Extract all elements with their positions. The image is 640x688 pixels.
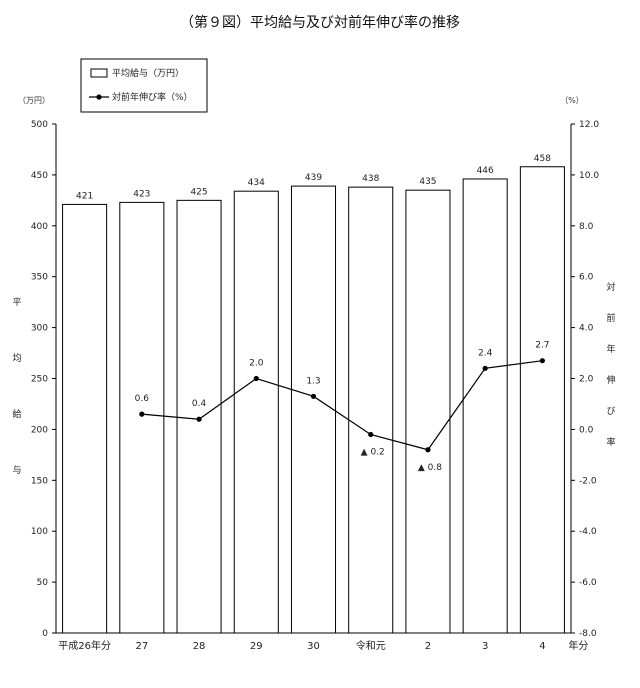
bar (290, 185, 337, 634)
y-right-label-char: 伸 (606, 374, 615, 386)
bar (348, 186, 394, 634)
x-tick-label: 平成26年分 (58, 639, 111, 652)
y-right-tick-label: 8.0 (579, 222, 594, 232)
y-right-tick-label: 12.0 (579, 120, 599, 130)
legend-line-marker (96, 94, 102, 100)
legend-box (80, 58, 208, 113)
bar-value-label: 438 (362, 174, 379, 184)
y-left-tick-label: 150 (31, 476, 48, 486)
bar (405, 189, 451, 634)
y-left-tick-label: 50 (37, 578, 49, 588)
bar (462, 178, 508, 634)
y-left-tick-label: 400 (31, 222, 48, 232)
growth-line (141, 360, 543, 451)
x-axis-suffix: 年分 (568, 639, 588, 652)
growth-point (368, 431, 374, 438)
y-right-label-char: 率 (606, 436, 615, 448)
bar-value-label: 425 (190, 187, 207, 197)
x-tick-label: 28 (193, 641, 206, 652)
y-right-tick-label: 10.0 (579, 171, 599, 181)
y-left-label-char: 給 (12, 408, 21, 420)
x-tick-label: 4 (539, 641, 545, 652)
bar (119, 201, 165, 634)
y-right-tick-label: 6.0 (579, 273, 594, 283)
y-right-tick-label: 2.0 (579, 375, 594, 385)
growth-point (139, 411, 145, 417)
growth-point (482, 365, 488, 371)
y-left-unit: （万円） (18, 96, 50, 105)
y-left-tick-label: 300 (31, 324, 48, 334)
growth-point (196, 416, 202, 422)
growth-point (425, 447, 431, 453)
y-right-unit: （%） (560, 96, 584, 105)
y-left-tick-label: 250 (31, 375, 48, 385)
growth-point (310, 393, 317, 399)
bar (233, 190, 279, 634)
y-right-label-char: 対 (606, 281, 615, 293)
growth-value-label: 0.4 (192, 399, 207, 409)
bar-value-label: 439 (305, 173, 322, 183)
legend-bar-label: 平均給与（万円） (112, 67, 184, 79)
x-tick-label: 29 (250, 641, 263, 652)
y-left-label-char: 平 (12, 297, 21, 308)
y-right-label-char: 前 (606, 312, 615, 324)
y-left-tick-label: 100 (31, 527, 48, 537)
growth-value-label: 1.3 (306, 376, 320, 386)
y-left-tick-label: 450 (31, 171, 48, 181)
growth-value-label: 0.6 (135, 394, 150, 404)
x-tick-label: 令和元 (356, 639, 386, 652)
bar (519, 166, 565, 634)
growth-value-label: ▲ 0.2 (361, 447, 385, 457)
y-right-tick-label: 4.0 (579, 324, 594, 334)
bar-value-label: 423 (133, 189, 150, 199)
y-left-tick-label: 500 (31, 120, 48, 130)
y-right-tick-label: 0.0 (579, 425, 594, 435)
bar-value-label: 446 (477, 166, 494, 176)
y-right-tick-label: -2.0 (579, 476, 597, 486)
y-right-label-char: 年 (606, 343, 615, 355)
y-left-tick-label: 0 (42, 629, 48, 639)
bar-value-label: 435 (419, 177, 436, 187)
growth-value-label: 2.7 (535, 341, 549, 351)
legend-bar-swatch (90, 68, 108, 78)
growth-point (253, 375, 259, 382)
x-tick-label: 27 (135, 641, 148, 652)
bar-value-label: 434 (248, 178, 265, 188)
x-tick-label: 2 (425, 641, 431, 652)
growth-value-label: 2.4 (478, 348, 493, 358)
y-left-tick-label: 350 (31, 273, 48, 283)
y-left-label-char: 与 (12, 465, 21, 476)
y-right-tick-label: -6.0 (579, 578, 597, 588)
x-tick-label: 30 (307, 641, 320, 652)
growth-point (539, 358, 545, 364)
y-right-label-char: び (606, 406, 615, 417)
x-tick-label: 3 (482, 641, 488, 652)
y-right-tick-label: -4.0 (579, 527, 597, 537)
y-right-tick-label: -8.0 (579, 629, 597, 639)
bar-value-label: 458 (534, 154, 551, 164)
legend-line-label: 対前年伸び率（%） (112, 91, 193, 103)
y-left-label-char: 均 (12, 352, 21, 364)
growth-value-label: 2.0 (249, 359, 264, 369)
bar (62, 203, 108, 634)
growth-value-label: ▲ 0.8 (418, 463, 442, 473)
chart-title: （第９図）平均給与及び対前年伸び率の推移 (180, 15, 460, 31)
y-left-tick-label: 200 (31, 425, 48, 435)
bar-value-label: 421 (76, 191, 93, 201)
